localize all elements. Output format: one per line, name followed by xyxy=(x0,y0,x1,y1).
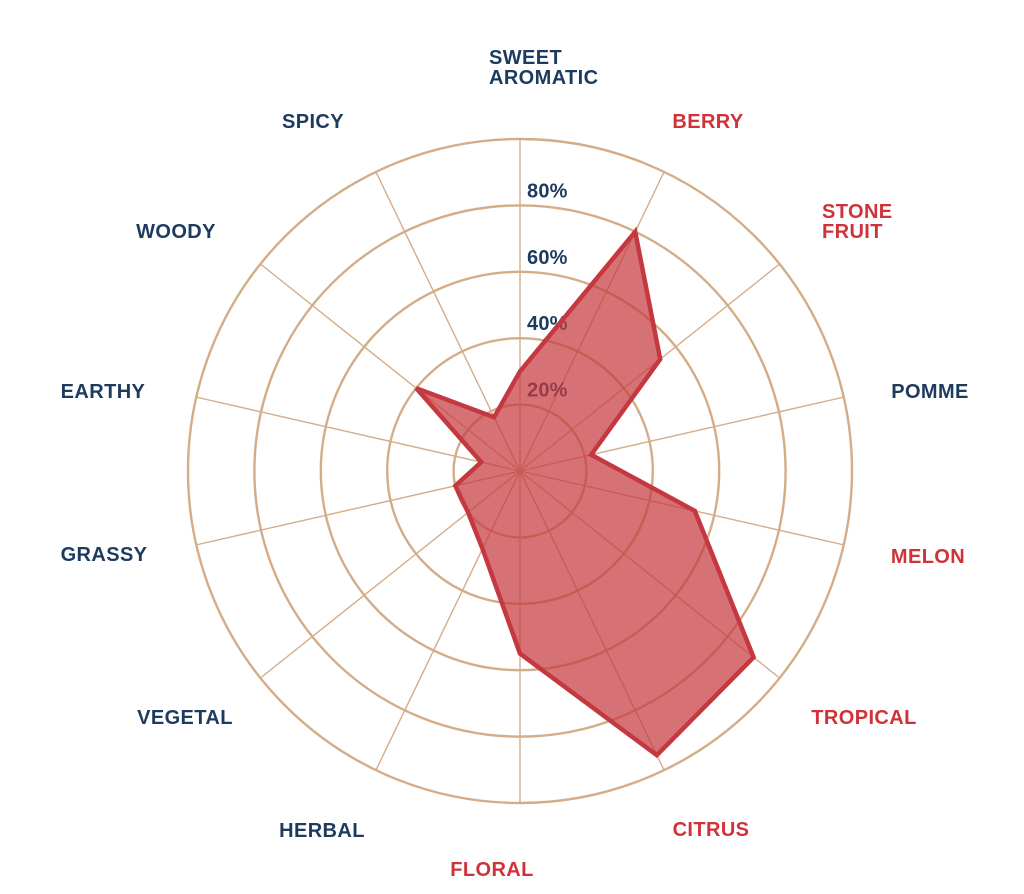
category-label-earthy: EARTHY xyxy=(61,381,146,403)
radial-tick-60: 60% xyxy=(527,247,568,269)
category-label-floral: FLORAL xyxy=(450,859,534,881)
category-label-tropical: TROPICAL xyxy=(811,707,916,729)
category-label-woody: WOODY xyxy=(136,221,216,243)
category-label-spicy: SPICY xyxy=(282,111,344,133)
category-label-vegetal: VEGETAL xyxy=(137,707,233,729)
category-labels: SWEET AROMATIC BERRY STONE FRUIT POMME MELON TR… xyxy=(61,47,969,881)
category-label-herbal: HERBAL xyxy=(279,820,365,842)
category-label-citrus: CITRUS xyxy=(673,819,750,841)
flavor-profile-polygon xyxy=(414,226,757,759)
radial-tick-80: 80% xyxy=(527,180,568,202)
category-label-melon: MELON xyxy=(891,546,965,568)
category-label-berry: BERRY xyxy=(672,111,744,133)
category-label-grassy: GRASSY xyxy=(61,544,148,566)
grid-spoke-earthy xyxy=(196,396,521,472)
category-label-stone-fruit: STONE FRUIT xyxy=(822,201,893,243)
category-label-sweet-aromatic: SWEET AROMATIC xyxy=(489,47,598,89)
category-label-pomme: POMME xyxy=(891,381,969,403)
